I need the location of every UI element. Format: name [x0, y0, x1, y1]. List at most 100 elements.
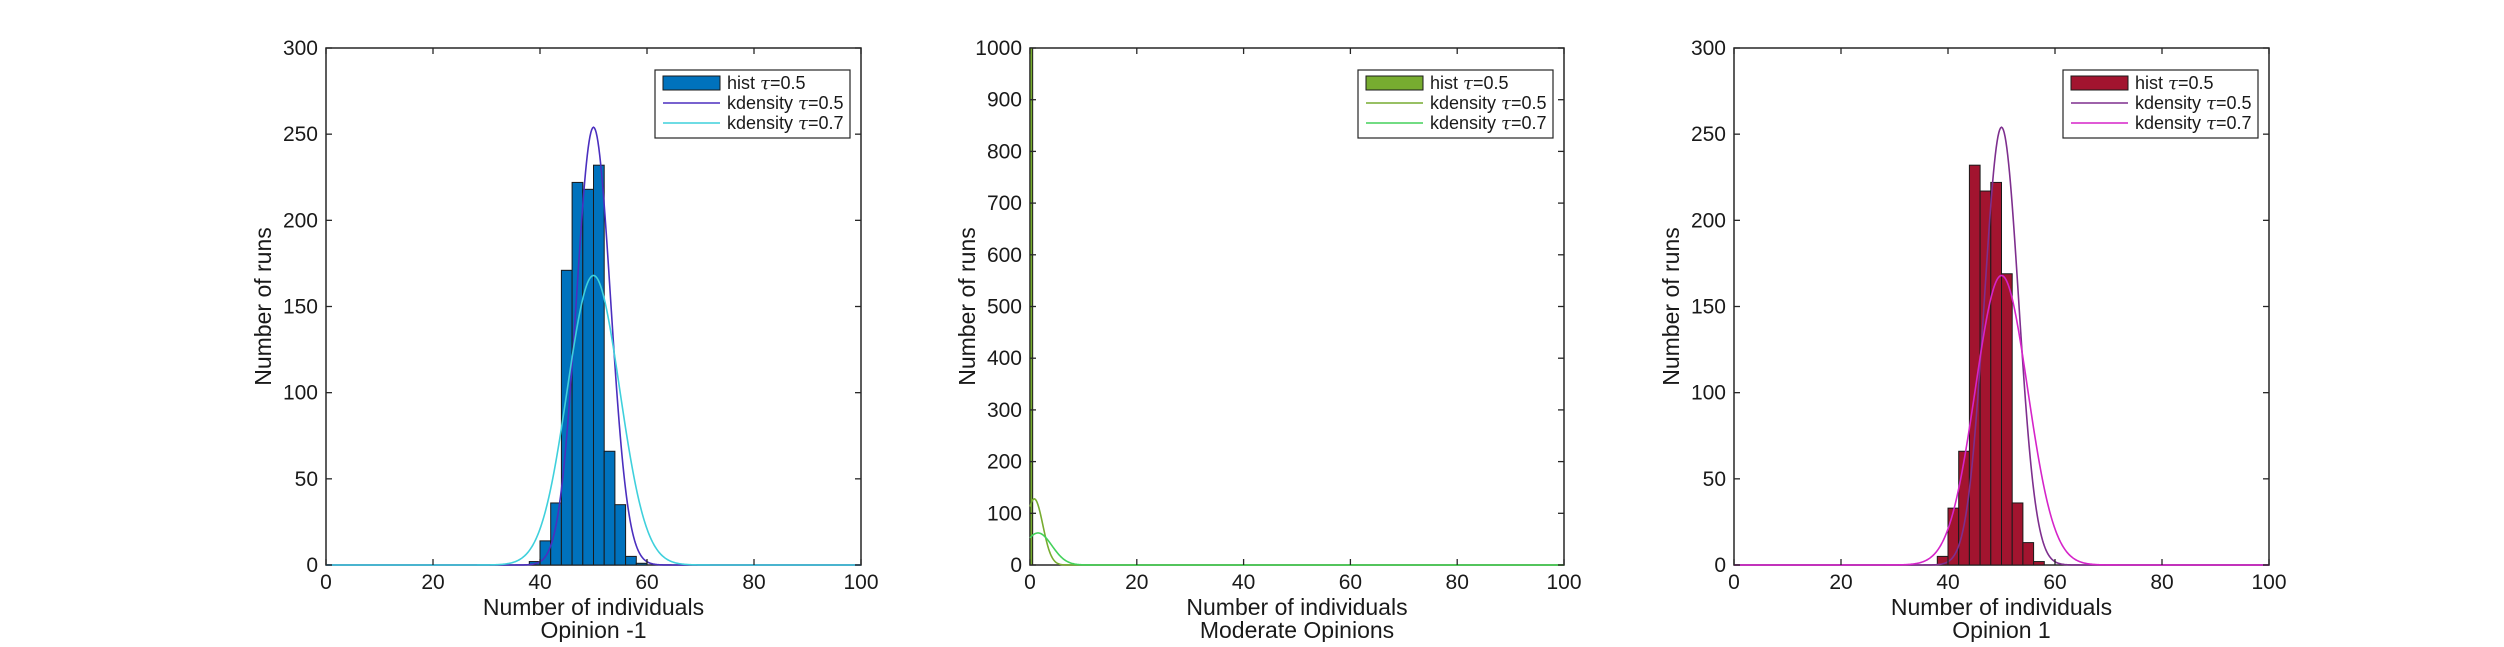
y-tick-label: 700 [987, 192, 1022, 215]
chart-panel-2: 0 20 40 60 80 1000100200300400500600700800900… [954, 37, 1582, 643]
y-tick-label: 250 [1691, 123, 1726, 146]
y-tick-label: 300 [987, 399, 1022, 422]
y-tick-label: 400 [987, 347, 1022, 370]
histogram-bar [2022, 542, 2035, 566]
legend-label-suffix: =0.7 [808, 113, 844, 133]
y-tick-label: 0 [1714, 554, 1726, 577]
y-tick-label: 900 [987, 89, 1022, 112]
histogram-bar [614, 504, 627, 566]
x-tick-label: 40 [528, 571, 551, 594]
histogram-bar [2033, 561, 2045, 566]
legend-label-greek: τ [2206, 113, 2217, 134]
y-tick-label: 250 [283, 123, 318, 146]
legend-swatch-hist [662, 75, 721, 91]
x-tick-label: 100 [2251, 571, 2286, 594]
x-axis-label: Number of individuals [1186, 594, 1407, 620]
legend-label-prefix: kdensity [2135, 113, 2206, 133]
histogram-bar [550, 502, 562, 566]
y-tick-label: 1000 [975, 37, 1022, 60]
histogram-bar [2011, 502, 2024, 566]
histogram-bar [593, 164, 605, 566]
x-tick-label: 80 [742, 571, 765, 594]
y-tick-label: 50 [1703, 468, 1726, 491]
y-tick-label: 150 [283, 296, 318, 319]
x-tick-label: 60 [635, 571, 658, 594]
histogram-bar [625, 555, 637, 566]
y-tick-label: 600 [987, 244, 1022, 267]
y-tick-label: 0 [1010, 554, 1022, 577]
kdensity-curve-2 [1029, 532, 1564, 566]
legend-label: hist τ=0.5 [1430, 73, 1509, 94]
y-tick-label: 100 [283, 382, 318, 405]
x-tick-label: 20 [421, 571, 444, 594]
histogram-bar [582, 188, 594, 566]
legend-label-suffix: =0.5 [2178, 73, 2214, 93]
x-tick-label: 20 [1829, 571, 1852, 594]
x-axis-label: Number of individuals [483, 594, 704, 620]
x-tick-label: 100 [843, 571, 878, 594]
histogram-bar [1979, 190, 1992, 566]
legend-label-suffix: =0.5 [808, 93, 844, 113]
histogram-bar [571, 181, 584, 566]
y-tick-label: 800 [987, 140, 1022, 163]
legend-label: kdensity τ=0.5 [1430, 93, 1547, 114]
legend-label-prefix: hist [727, 73, 760, 93]
legend-label-suffix: =0.5 [1511, 93, 1547, 113]
x-axis-sublabel: Opinion 1 [1952, 617, 2050, 642]
legend-label: kdensity τ=0.7 [2135, 113, 2252, 134]
legend-label: kdensity τ=0.7 [1430, 113, 1547, 134]
x-axis-label: Number of individuals [1891, 594, 2112, 620]
legend-label-suffix: =0.5 [2216, 93, 2252, 113]
y-tick-label: 500 [987, 296, 1022, 319]
kdensity-curve-2 [1734, 274, 2269, 566]
y-tick-label: 100 [987, 502, 1022, 525]
x-tick-label: 100 [1546, 571, 1581, 594]
chart-panel-3: 0 20 40 60 80 100 0 50 100 150 200 250 300 Number of … [1658, 37, 2287, 643]
x-axis-sublabel: Opinion -1 [540, 617, 646, 642]
legend-swatch-hist [1365, 75, 1424, 91]
x-tick-label: 40 [1936, 571, 1959, 594]
y-axis-label: Number of runs [1658, 227, 1684, 386]
legend-swatch-hist [2070, 75, 2129, 91]
legend-label-greek: τ [1501, 113, 1512, 134]
y-tick-label: 100 [1691, 382, 1726, 405]
x-tick-label: 40 [1232, 571, 1255, 594]
x-tick-label: 80 [2150, 571, 2173, 594]
x-tick-label: 20 [1125, 571, 1148, 594]
legend-label-suffix: =0.7 [2216, 113, 2252, 133]
legend-label-greek: τ [2168, 73, 2179, 94]
y-tick-label: 200 [283, 209, 318, 232]
legend-label-prefix: kdensity [2135, 93, 2206, 113]
y-tick-label: 150 [1691, 296, 1726, 319]
histogram-bar [2001, 273, 2013, 566]
x-tick-label: 60 [2043, 571, 2066, 594]
chart-panel-1: 0 20 40 60 80 100 0 50 100 150 200 250 300 Number of … [250, 37, 879, 643]
legend-label-greek: τ [1501, 93, 1512, 114]
legend-label-greek: τ [760, 73, 771, 94]
legend-label-prefix: kdensity [727, 113, 798, 133]
legend-label-suffix: =0.5 [1473, 73, 1509, 93]
x-tick-label: 60 [1339, 571, 1362, 594]
legend-label-greek: τ [798, 113, 809, 134]
legend-label-prefix: kdensity [727, 93, 798, 113]
y-tick-label: 300 [283, 37, 318, 60]
legend-label-prefix: hist [1430, 73, 1463, 93]
x-tick-label: 80 [1446, 571, 1469, 594]
legend-label: kdensity τ=0.7 [727, 113, 844, 134]
y-tick-label: 200 [1691, 209, 1726, 232]
y-tick-label: 0 [306, 554, 318, 577]
legend-label-greek: τ [2206, 93, 2217, 114]
histogram-bar [635, 562, 648, 566]
histogram-bar [1958, 450, 1970, 566]
legend-label: kdensity τ=0.5 [727, 93, 844, 114]
legend-label-prefix: hist [2135, 73, 2168, 93]
legend-label: hist τ=0.5 [2135, 73, 2214, 94]
kdensity-curve-2 [326, 274, 861, 566]
legend-label-suffix: =0.7 [1511, 113, 1547, 133]
x-tick-label: 0 [320, 571, 332, 594]
histogram-bar [1990, 181, 2003, 566]
legend-label-greek: τ [798, 93, 809, 114]
